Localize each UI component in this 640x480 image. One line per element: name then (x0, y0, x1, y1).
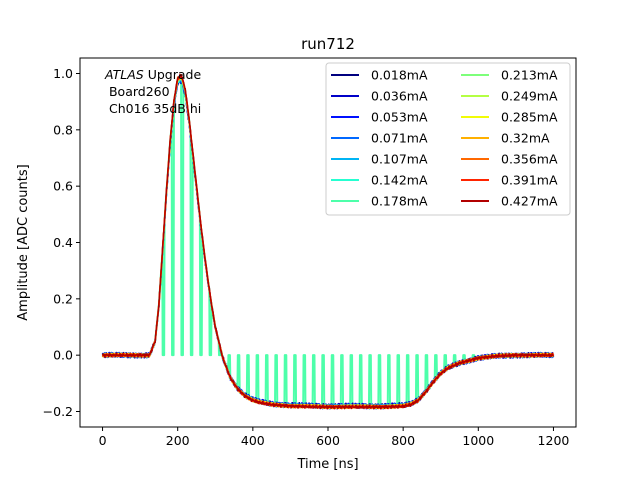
legend-label: 0.178mA (371, 194, 428, 209)
y-tick-label: 0.8 (53, 122, 73, 137)
legend-label: 0.036mA (371, 89, 428, 104)
atlas-annotation: ATLAS Upgrade Board260 Ch016 35dB hi (104, 67, 201, 116)
series-layer (101, 73, 555, 410)
y-tick-label: −0.2 (43, 404, 73, 419)
y-tick-label: 0.2 (53, 291, 73, 306)
legend-label: 0.427mA (501, 194, 558, 209)
legend-label: 0.213mA (501, 68, 558, 83)
legend-label: 0.071mA (371, 131, 428, 146)
annotation-line-1: ATLAS Upgrade (104, 67, 201, 82)
annotation-line-2: Board260 (105, 84, 170, 99)
legend: 0.018mA 0.036mA 0.053mA 0.071mA 0.107mA 0.142… (325, 62, 571, 216)
y-axis-label: Amplitude [ADC counts] (16, 164, 31, 320)
x-tick-label: 400 (241, 433, 265, 448)
y-axis: −0.2 0.0 0.2 0.4 0.6 0.8 1.0 (43, 66, 80, 419)
chart-title: run712 (301, 35, 355, 53)
legend-label: 0.107mA (371, 152, 428, 167)
legend-label: 0.018mA (371, 68, 428, 83)
legend-label: 0.285mA (501, 110, 558, 125)
plot-area (79, 57, 577, 428)
legend-label: 0.356mA (501, 152, 558, 167)
y-tick-label: 0.6 (53, 179, 73, 194)
x-axis-label: Time [ns] (296, 457, 358, 472)
legend-label: 0.142mA (371, 173, 428, 188)
y-tick-label: 0.0 (53, 348, 73, 363)
annotation-line-3: Ch016 35dB hi (105, 101, 201, 116)
annotation-upgrade: Upgrade (144, 67, 202, 82)
legend-label: 0.391mA (501, 173, 558, 188)
x-tick-label: 1200 (538, 433, 570, 448)
legend-label: 0.32mA (501, 131, 550, 146)
legend-label: 0.053mA (371, 110, 428, 125)
x-tick-label: 1000 (462, 433, 494, 448)
y-tick-label: 0.4 (53, 235, 73, 250)
x-axis: 0 200 400 600 800 1000 1200 (99, 427, 570, 448)
legend-label: 0.249mA (501, 89, 558, 104)
legend-box (325, 62, 571, 216)
series-line-0.427mA (101, 73, 554, 410)
y-tick-label: 1.0 (53, 66, 73, 81)
annotation-atlas: ATLAS (104, 67, 144, 82)
x-tick-label: 800 (391, 433, 415, 448)
x-tick-label: 200 (166, 433, 190, 448)
x-tick-label: 0 (99, 433, 107, 448)
x-tick-label: 600 (316, 433, 340, 448)
